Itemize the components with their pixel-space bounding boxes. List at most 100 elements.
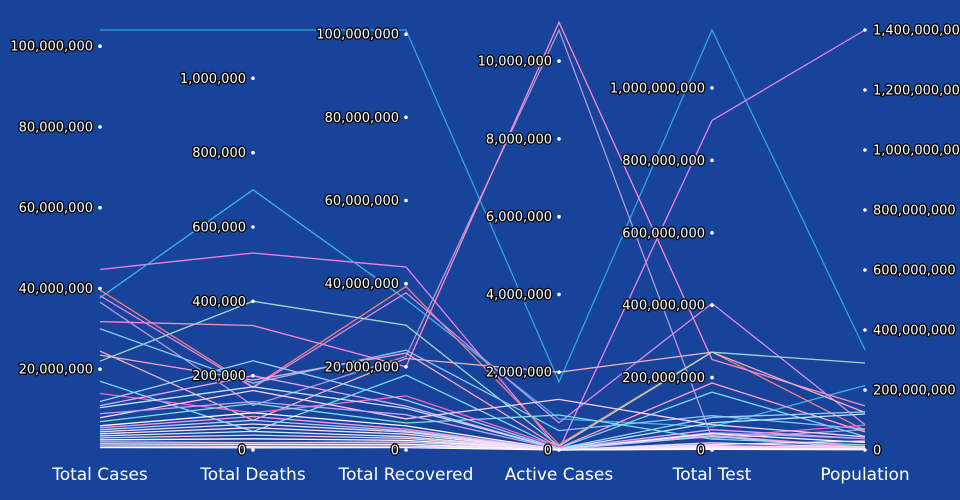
- series-line-8: [99, 352, 866, 449]
- tick-mark: [251, 373, 255, 378]
- tick-label: 100,000,000: [10, 40, 93, 55]
- tick-mark: [557, 214, 561, 219]
- tick-mark: [98, 367, 102, 372]
- tick-label: 0: [544, 444, 552, 459]
- tick-label: 1,000,000: [180, 72, 246, 87]
- series-line-14: [99, 360, 866, 450]
- series-line-12: [99, 374, 866, 449]
- series-line-15: [99, 375, 866, 450]
- tick-label: 200,000: [192, 369, 246, 384]
- tick-mark: [251, 76, 255, 81]
- axis-label-total_deaths: Total Deaths: [199, 465, 306, 485]
- tick-mark: [710, 375, 714, 380]
- axis-total_cases: 20,000,000 40,000,000 60,000,000 80,000,000…: [9, 38, 148, 485]
- tick-label: 1,400,000,000: [873, 24, 960, 39]
- tick-mark: [404, 198, 408, 203]
- series-lines: [99, 20, 866, 451]
- tick-mark: [404, 115, 408, 120]
- axis-active_cases: 0 2,000,000 4,000,000 6,000,000 8,000,000 10,…: [476, 53, 614, 485]
- tick-mark: [710, 86, 714, 90]
- tick-mark: [251, 150, 255, 155]
- tick-mark: [557, 292, 561, 297]
- series-line-17: [99, 389, 866, 438]
- tick-mark: [710, 158, 714, 163]
- series-line-31: [99, 446, 866, 451]
- tick-mark: [98, 286, 102, 291]
- tick-label: 600,000: [192, 221, 246, 236]
- axis-total_test: 0 200,000,000 400,000,000 600,000,000 800,00…: [609, 80, 752, 485]
- tick-label: 600,000,000: [873, 264, 956, 279]
- tick-label: 0: [391, 444, 399, 459]
- tick-mark: [710, 303, 714, 308]
- tick-label: 60,000,000: [325, 194, 399, 209]
- tick-mark: [251, 225, 255, 229]
- tick-mark: [251, 299, 255, 304]
- tick-label: 1,000,000,000: [610, 81, 705, 96]
- tick-label: 400,000,000: [873, 324, 956, 339]
- axis-label-active_cases: Active Cases: [505, 465, 614, 485]
- axis-total_deaths: 0 200,000 400,000 600,000 800,000 1,000,000 To…: [179, 71, 306, 485]
- tick-mark: [710, 231, 714, 235]
- tick-label: 200,000,000: [622, 371, 705, 386]
- tick-mark: [863, 268, 867, 272]
- tick-mark: [863, 448, 867, 452]
- tick-label: 1,200,000,000: [873, 84, 960, 99]
- tick-label: 20,000,000: [325, 360, 399, 375]
- tick-mark: [251, 448, 255, 452]
- tick-mark: [404, 365, 408, 369]
- series-line-19: [99, 402, 866, 446]
- tick-label: 40,000,000: [325, 277, 399, 292]
- series-line-24: [99, 427, 866, 451]
- tick-label: 0: [697, 444, 705, 459]
- tick-label: 0: [238, 444, 246, 459]
- tick-mark: [404, 32, 408, 36]
- tick-label: 10,000,000: [478, 55, 552, 70]
- axis-population: 0 200,000,000 400,000,000 600,000,000 800,00…: [820, 22, 960, 485]
- tick-mark: [863, 148, 867, 152]
- series-line-4: [99, 189, 866, 428]
- tick-label: 1,000,000,000: [873, 144, 960, 159]
- tick-label: 800,000,000: [873, 204, 956, 219]
- tick-mark: [557, 59, 561, 63]
- axes: 20,000,000 40,000,000 60,000,000 80,000,000…: [9, 22, 960, 485]
- tick-mark: [404, 448, 408, 452]
- series-line-9: [99, 350, 866, 422]
- tick-mark: [863, 208, 867, 212]
- series-line-7: [99, 291, 866, 426]
- axis-total_recovered: 0 20,000,000 40,000,000 60,000,000 80,000,00…: [315, 26, 474, 485]
- tick-label: 60,000,000: [19, 201, 93, 216]
- tick-label: 100,000,000: [316, 28, 399, 43]
- tick-mark: [863, 88, 867, 92]
- tick-mark: [710, 448, 714, 452]
- tick-mark: [863, 28, 867, 32]
- tick-label: 4,000,000: [486, 288, 552, 303]
- tick-mark: [863, 328, 867, 332]
- tick-label: 400,000,000: [622, 299, 705, 314]
- series-line-20: [99, 412, 866, 451]
- tick-label: 0: [873, 444, 881, 459]
- tick-mark: [863, 388, 867, 392]
- tick-label: 400,000: [192, 295, 246, 310]
- tick-label: 80,000,000: [325, 111, 399, 126]
- axis-label-total_recovered: Total Recovered: [338, 465, 474, 485]
- series-line-10: [99, 300, 866, 447]
- axis-label-total_cases: Total Cases: [51, 465, 148, 485]
- axis-label-population: Population: [820, 465, 909, 485]
- tick-mark: [404, 281, 408, 286]
- series-line-21: [99, 415, 866, 451]
- tick-mark: [557, 448, 561, 452]
- series-line-1: [100, 28, 866, 384]
- tick-label: 600,000,000: [622, 226, 705, 241]
- tick-label: 40,000,000: [19, 282, 93, 297]
- tick-mark: [98, 44, 102, 48]
- tick-label: 6,000,000: [486, 210, 552, 225]
- series-line-16: [99, 386, 866, 450]
- series-line-2: [99, 29, 866, 451]
- series-line-18: [99, 401, 866, 450]
- tick-label: 2,000,000: [486, 366, 552, 381]
- tick-mark: [98, 205, 102, 210]
- tick-label: 80,000,000: [19, 120, 93, 135]
- tick-mark: [98, 125, 102, 129]
- tick-label: 200,000,000: [873, 384, 956, 399]
